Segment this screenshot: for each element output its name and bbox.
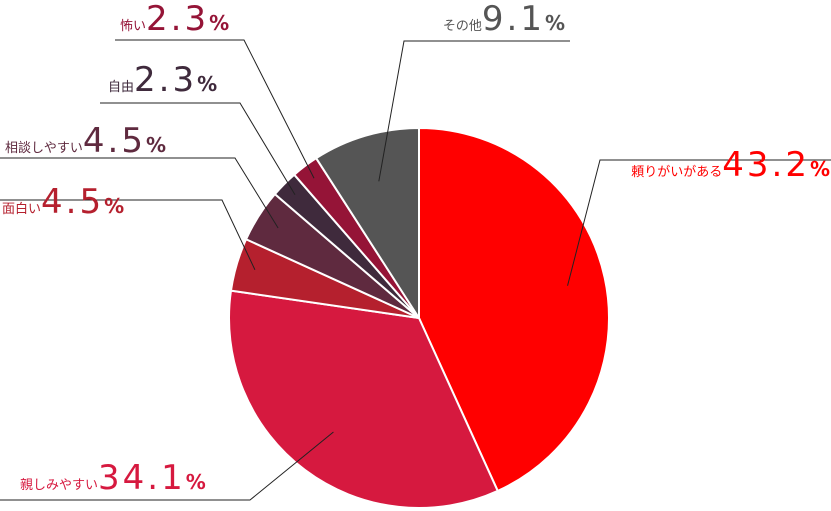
slice-5-label: 自由2.3% [108, 60, 217, 100]
slice-1-label: 頼りがいがある43.2% [631, 145, 830, 185]
slice-2 [228, 289, 499, 509]
slice-5-unit: % [197, 72, 217, 96]
slice-2-label: 親しみやすい34.1% [20, 458, 206, 498]
slice-5-leader [100, 102, 296, 196]
slice-4-name: 相談しやすい [5, 140, 83, 156]
slice-labels: 頼りがいがある43.2%親しみやすい34.1%面白い4.5%相談しやすい4.5%… [2, 0, 830, 498]
slice-3-name: 面白い [2, 201, 41, 217]
slice-7-value: 9.1 [482, 0, 545, 39]
slice-7-unit: % [545, 11, 565, 35]
slice-3-unit: % [104, 194, 124, 218]
slice-1-name: 頼りがいがある [631, 165, 722, 180]
slice-6-leader [115, 39, 315, 179]
slice-2-leader [0, 431, 334, 501]
slice-4-unit: % [146, 133, 166, 157]
slice-5-value: 2.3 [134, 60, 197, 100]
slice-7-name: その他 [443, 19, 482, 34]
leader-lines [0, 39, 831, 501]
slice-2-name: 親しみやすい [20, 478, 98, 493]
slice-1 [418, 127, 610, 492]
slice-2-unit: % [186, 470, 206, 494]
slice-1-unit: % [810, 157, 830, 181]
slice-5-name: 自由 [108, 80, 134, 95]
slice-3-leader [0, 199, 256, 270]
slice-1-value: 43.2 [722, 145, 810, 185]
slice-6-name: 怖い [120, 18, 146, 34]
slice-6-value: 2.3 [146, 0, 209, 39]
slice-1-leader [567, 159, 831, 286]
slice-4-value: 4.5 [83, 121, 146, 161]
slice-7-label: その他9.1% [443, 0, 565, 39]
slice-7 [315, 127, 420, 319]
slice-6-label: 怖い2.3% [120, 0, 229, 39]
slice-2-value: 34.1 [98, 458, 186, 498]
slice-3-value: 4.5 [41, 182, 104, 222]
slice-4-leader [0, 157, 279, 229]
slice-3-label: 面白い4.5% [2, 182, 124, 222]
slice-6-unit: % [209, 11, 229, 35]
slice-4-label: 相談しやすい4.5% [5, 121, 166, 161]
pie-slices [228, 127, 610, 509]
slice-7-leader [378, 40, 570, 182]
